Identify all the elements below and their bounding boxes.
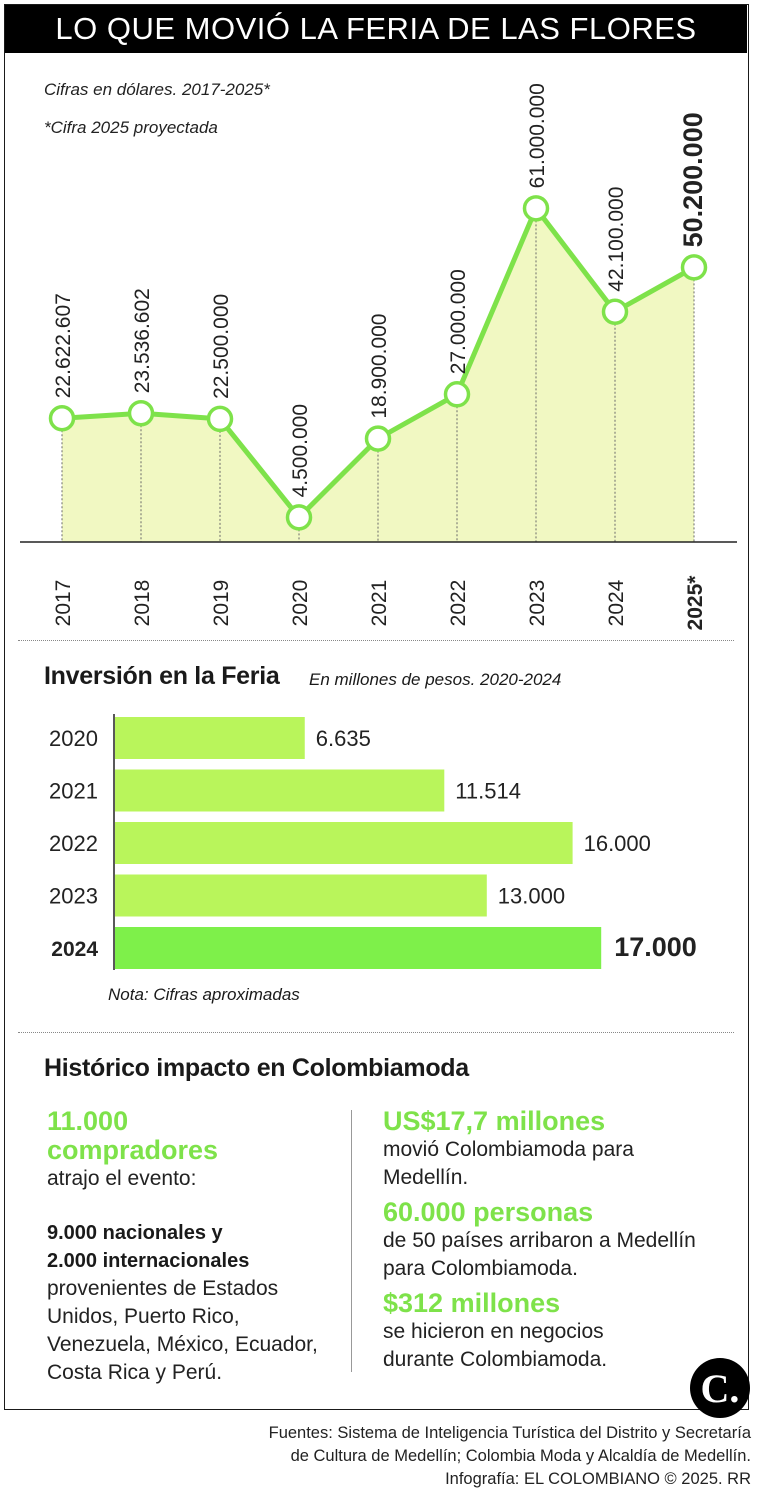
- business-figure: $312 millones: [383, 1288, 561, 1318]
- infographic-frame: LO QUE MOVIÓ LA FERIA DE LAS FLORES: [4, 4, 749, 1410]
- visitors-text: para Colombiamoda.: [383, 1257, 578, 1280]
- origin-line: Venezuela, México, Ecuador,: [47, 1333, 318, 1356]
- line-chart: 22.622.607 2017 23.536.602 2018 22.500.000 20…: [20, 83, 737, 631]
- el-colombiano-logo: C.: [690, 1358, 750, 1418]
- bar-chart-subtitle: En millones de pesos. 2020-2024: [309, 670, 562, 689]
- value-label: 61.000.000: [526, 83, 549, 188]
- national-buyers: 9.000 nacionales y: [47, 1222, 223, 1244]
- bar-value-label: 17.000: [614, 932, 697, 962]
- impact-left-column: 11.000 compradores atrajo el evento: 9.0…: [47, 1107, 347, 1387]
- data-point: [127, 400, 155, 427]
- revenue-figure: US$17,7 millones: [383, 1106, 606, 1136]
- bar-value-label: 11.514: [455, 779, 521, 804]
- page-title: LO QUE MOVIÓ LA FERIA DE LAS FLORES: [5, 5, 747, 53]
- revenue-text: Medellín.: [383, 1166, 469, 1189]
- bar-chart-title: Inversión en la Feria: [44, 662, 280, 690]
- category-label: 2022: [49, 831, 98, 856]
- column-divider: [351, 1110, 352, 1372]
- bar-value-label: 13.000: [498, 884, 565, 909]
- section-divider: [18, 1032, 734, 1033]
- bar: [115, 874, 487, 917]
- international-buyers: 2.000 internacionales: [47, 1250, 250, 1272]
- origin-line: Costa Rica y Perú.: [47, 1361, 223, 1384]
- value-label: 18.900.000: [368, 314, 391, 419]
- visitors-text: de 50 países arribaron a Medellín: [383, 1229, 696, 1252]
- data-point: [364, 425, 392, 452]
- source-line: Fuentes: Sistema de Inteligencia Turísti…: [268, 1424, 751, 1442]
- data-point: [443, 381, 471, 408]
- business-text: durante Colombiamoda.: [383, 1348, 608, 1371]
- data-point: [522, 195, 550, 222]
- value-label: 22.622.607: [52, 293, 75, 398]
- bar-value-label: 6.635: [316, 726, 371, 751]
- category-label: 2023: [49, 884, 98, 909]
- data-point: [206, 405, 234, 433]
- source-line: Infografía: EL COLOMBIANO © 2025. RR: [445, 1470, 751, 1488]
- section-divider: [18, 640, 734, 641]
- x-tick-label: 2018: [131, 580, 154, 627]
- impact-right-column: US$17,7 millones movió Colombiamoda para…: [383, 1107, 743, 1374]
- data-point: [680, 254, 708, 281]
- x-tick-label: 2019: [210, 580, 233, 627]
- category-label: 2024: [51, 938, 98, 961]
- sources: Fuentes: Sistema de Inteligencia Turísti…: [269, 1422, 751, 1491]
- impact-title: Histórico impacto en Colombiamoda: [44, 1054, 469, 1082]
- source-line: de Cultura de Medellín; Colombia Moda y …: [290, 1447, 751, 1465]
- value-label: 42.100.000: [605, 187, 628, 292]
- bar: [115, 927, 602, 969]
- data-point: [48, 405, 76, 432]
- chart-subtitle: Cifras en dólares. 2017-2025*: [44, 80, 270, 99]
- buyers-text: atrajo el evento:: [47, 1167, 197, 1190]
- bar: [115, 769, 445, 812]
- buyers-label: compradores: [47, 1135, 219, 1165]
- visitors-figure: 60.000 personas: [383, 1197, 594, 1227]
- bar-value-label: 16.000: [584, 831, 651, 856]
- category-label: 2020: [49, 726, 98, 751]
- x-tick-label: 2017: [52, 580, 75, 627]
- value-label: 27.000.000: [447, 269, 470, 374]
- area-fill: [62, 208, 694, 542]
- origin-line: Unidos, Puerto Rico,: [47, 1305, 240, 1328]
- bar-chart: 2020 6.635 2021 11.514 2022 16.000 2023 13.000 2…: [49, 714, 697, 970]
- x-tick-label: 2022: [447, 580, 470, 627]
- x-tick-label: 2021: [368, 580, 391, 627]
- data-point: [285, 504, 313, 531]
- origin-line: provenientes de Estados: [47, 1277, 279, 1300]
- x-tick-label: 2020: [289, 580, 312, 627]
- bar: [115, 822, 573, 864]
- buyers-count: 11.000: [47, 1106, 129, 1136]
- value-label: 22.500.000: [210, 294, 233, 399]
- business-text: se hicieron en negocios: [383, 1320, 604, 1343]
- chart-note: *Cifra 2025 proyectada: [44, 118, 218, 137]
- x-tick-label: 2025*: [684, 575, 707, 631]
- value-label: 23.536.602: [131, 288, 154, 393]
- category-label: 2021: [49, 779, 98, 804]
- bar: [115, 717, 305, 759]
- value-label: 50.200.000: [678, 112, 708, 247]
- bar-chart-note: Nota: Cifras aproximadas: [108, 985, 300, 1004]
- x-tick-label: 2023: [526, 580, 549, 627]
- revenue-text: movió Colombiamoda para: [383, 1138, 634, 1161]
- value-label: 4.500.000: [289, 404, 312, 497]
- x-tick-label: 2024: [605, 579, 628, 626]
- data-point: [601, 298, 629, 325]
